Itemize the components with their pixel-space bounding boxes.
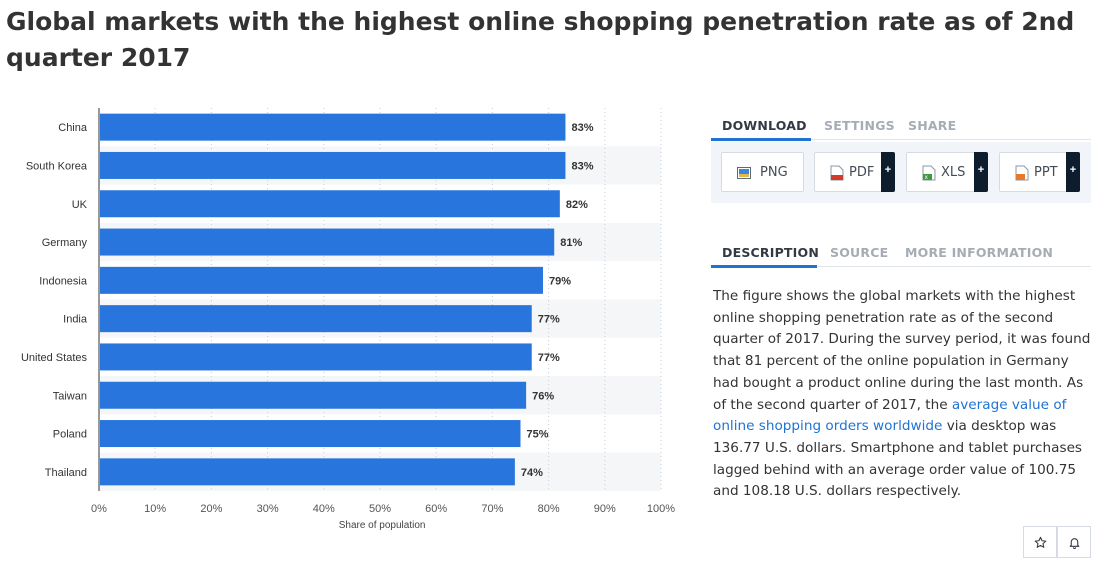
- data-label: 76%: [532, 390, 554, 402]
- tab-share[interactable]: SHARE: [908, 118, 957, 133]
- tab-more-information[interactable]: MORE INFORMATION: [905, 245, 1054, 260]
- category-label: China: [58, 122, 88, 134]
- x-tick-label: 90%: [594, 503, 616, 515]
- bar-china: [100, 113, 566, 141]
- download-pdf-button[interactable]: PDF +: [814, 152, 895, 192]
- x-tick-label: 0%: [91, 503, 107, 515]
- bar-india: [100, 305, 532, 333]
- category-label: Poland: [53, 429, 87, 441]
- x-tick-label: 20%: [200, 503, 222, 515]
- description-text: The figure shows the global markets with…: [713, 286, 1098, 503]
- bar-chart: 83% China 83% South Korea 82% UK 81% Germany 79%…: [0, 100, 680, 540]
- description-part2: via desktop was 136.77 U.S. dollars. Sma…: [713, 418, 1083, 500]
- xls-options-plus[interactable]: +: [974, 152, 988, 192]
- chart-svg: 83% China 83% South Korea 82% UK 81% Germany 79%…: [21, 108, 675, 531]
- category-label: Thailand: [45, 467, 87, 479]
- active-tab-indicator: [711, 138, 811, 141]
- data-label: 74%: [521, 467, 543, 479]
- notification-button[interactable]: [1057, 526, 1091, 558]
- info-tabs: DESCRIPTION SOURCE MORE INFORMATION: [711, 237, 1091, 268]
- excel-file-icon: x: [922, 165, 936, 181]
- x-tick-label: 80%: [538, 503, 560, 515]
- download-png-label: PNG: [760, 165, 788, 180]
- tab-description[interactable]: DESCRIPTION: [722, 245, 819, 260]
- bar-thailand: [100, 458, 515, 486]
- data-label: 77%: [538, 314, 560, 326]
- bar-indonesia: [100, 266, 543, 294]
- star-icon: [1034, 536, 1047, 548]
- page-title: Global markets with the highest online s…: [6, 7, 1075, 72]
- tab-source[interactable]: SOURCE: [830, 245, 889, 260]
- x-tick-label: 30%: [257, 503, 279, 515]
- data-label: 81%: [560, 237, 582, 249]
- data-label: 83%: [571, 160, 593, 172]
- download-ppt-button[interactable]: PPT +: [999, 152, 1080, 192]
- data-label: 82%: [566, 199, 588, 211]
- data-label: 79%: [549, 275, 571, 287]
- category-label: Taiwan: [53, 390, 87, 402]
- bar-poland: [100, 420, 521, 448]
- powerpoint-file-icon: [1015, 165, 1029, 181]
- x-tick-label: 60%: [425, 503, 447, 515]
- tab-settings[interactable]: SETTINGS: [824, 118, 895, 133]
- ppt-options-plus[interactable]: +: [1066, 152, 1080, 192]
- download-png-button[interactable]: PNG: [721, 152, 804, 192]
- download-xls-label: XLS: [941, 165, 966, 180]
- x-tick-label: 70%: [481, 503, 503, 515]
- x-tick-label: 40%: [313, 503, 335, 515]
- bell-icon: [1069, 538, 1080, 549]
- bar-taiwan: [100, 381, 527, 409]
- data-label: 75%: [527, 429, 549, 441]
- data-label: 83%: [571, 122, 593, 134]
- bar-uk: [100, 190, 560, 218]
- bar-germany: [100, 228, 555, 256]
- category-label: India: [63, 314, 88, 326]
- category-label: United States: [21, 352, 88, 364]
- download-xls-button[interactable]: x XLS +: [906, 152, 988, 192]
- pdf-file-icon: [830, 165, 844, 181]
- category-label: South Korea: [26, 160, 88, 172]
- category-label: Germany: [42, 237, 88, 249]
- description-part1: The figure shows the global markets with…: [713, 288, 1091, 413]
- category-label: Indonesia: [39, 275, 88, 287]
- download-pdf-label: PDF: [849, 165, 875, 180]
- average-order-value-link[interactable]: average value of online shopping orders …: [713, 396, 1067, 435]
- active-tab-indicator: [711, 265, 817, 268]
- x-axis-title: Share of population: [339, 520, 426, 531]
- x-tick-label: 100%: [647, 503, 675, 515]
- bar-south-korea: [100, 151, 566, 179]
- data-label: 77%: [538, 352, 560, 364]
- tab-download[interactable]: DOWNLOAD: [722, 118, 807, 133]
- pdf-options-plus[interactable]: +: [881, 152, 895, 192]
- x-tick-label: 50%: [369, 503, 391, 515]
- export-tabs: DOWNLOAD SETTINGS SHARE: [711, 110, 1091, 141]
- x-tick-label: 10%: [144, 503, 166, 515]
- favorite-button[interactable]: [1023, 526, 1057, 558]
- category-label: UK: [72, 199, 88, 211]
- bar-united-states: [100, 343, 532, 371]
- svg-text:x: x: [925, 174, 929, 181]
- download-ppt-label: PPT: [1034, 165, 1058, 180]
- download-panel: PNG PDF + x XLS + PPT +: [711, 142, 1091, 203]
- image-file-icon: [737, 167, 751, 179]
